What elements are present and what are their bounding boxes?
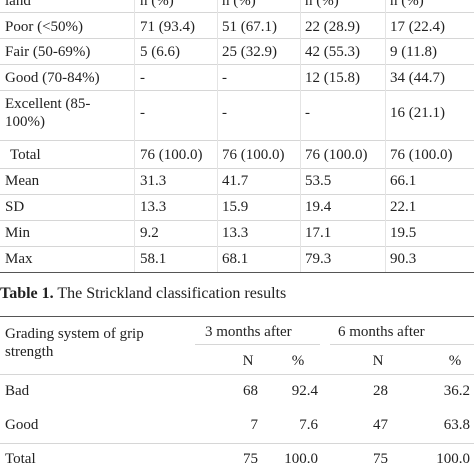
caption-label: Table 1. xyxy=(0,285,54,302)
cell: - xyxy=(140,105,145,121)
row-label: Max xyxy=(5,251,33,267)
cell: 100.0 xyxy=(284,451,318,467)
cell: 7 xyxy=(250,417,259,433)
cell: 79.3 xyxy=(305,251,332,267)
cell: 17 (22.4) xyxy=(390,19,445,35)
header-cell: n (%) xyxy=(222,0,256,9)
cell: 36.2 xyxy=(443,383,470,399)
subheader: N xyxy=(242,353,254,369)
cell: 13.3 xyxy=(140,199,167,215)
row-label: Good (70-84%) xyxy=(5,70,100,86)
row-label: Good xyxy=(5,417,39,433)
cell: 19.4 xyxy=(305,199,332,215)
row-line xyxy=(0,38,474,39)
row-line xyxy=(0,220,474,221)
cell: 76 (100.0) xyxy=(305,147,368,163)
row-label: Excellent (85-100%) xyxy=(5,96,91,130)
cell: 68 xyxy=(243,383,258,399)
cell: 28 xyxy=(373,383,388,399)
cell: 71 (93.4) xyxy=(140,19,195,35)
cell: 53.5 xyxy=(305,173,332,189)
header-cell: n (%) xyxy=(305,0,339,9)
cell: 66.1 xyxy=(390,173,417,189)
row-label: Bad xyxy=(5,383,30,399)
header-group: 3 months after xyxy=(205,324,292,340)
cell: 42 (55.3) xyxy=(305,44,360,60)
cell: 90.3 xyxy=(390,251,417,267)
subheader: N xyxy=(372,353,384,369)
row-label: Total xyxy=(10,147,41,163)
cell: 34 (44.7) xyxy=(390,70,445,86)
caption-text: The Strickland classification results xyxy=(57,285,287,302)
subheader: % xyxy=(291,353,305,369)
cell: 58.1 xyxy=(140,251,167,267)
header-group: 6 months after xyxy=(338,324,425,340)
col-line xyxy=(217,0,218,272)
col-line xyxy=(134,0,135,272)
cell: 16 (21.1) xyxy=(390,105,445,121)
cell: 47 xyxy=(373,417,388,433)
cell: 15.9 xyxy=(222,199,249,215)
group-line xyxy=(330,344,474,345)
header-line xyxy=(0,374,474,375)
cell: 17.1 xyxy=(305,225,332,241)
caption: Table 1. The Strickland classification r… xyxy=(0,285,286,303)
cell: 51 (67.1) xyxy=(222,19,277,35)
cell: 63.8 xyxy=(443,417,470,433)
cell: 19.5 xyxy=(390,225,417,241)
cell: - xyxy=(305,105,310,121)
header-cell: land xyxy=(5,0,31,9)
cell: - xyxy=(140,70,145,86)
cell: 75 xyxy=(373,451,388,467)
header-cell: n (%) xyxy=(390,0,424,9)
cell: 9.2 xyxy=(140,225,159,241)
row-line xyxy=(0,12,474,13)
row-line xyxy=(0,443,474,444)
cell: 41.7 xyxy=(222,173,249,189)
cell: 31.3 xyxy=(140,173,167,189)
row-line xyxy=(0,246,474,247)
row-label: Poor (<50%) xyxy=(5,19,84,35)
cell: - xyxy=(222,70,227,86)
col-line xyxy=(300,0,301,272)
cell: - xyxy=(222,105,227,121)
header-cell: n (%) xyxy=(140,0,174,9)
cell: 75 xyxy=(243,451,258,467)
cell: 22 (28.9) xyxy=(305,19,360,35)
table-bottom xyxy=(0,272,474,273)
cell: 13.3 xyxy=(222,225,249,241)
row-label: Min xyxy=(5,225,31,241)
table-top xyxy=(0,316,474,317)
cell: 76 (100.0) xyxy=(140,147,203,163)
subheader: % xyxy=(448,353,462,369)
cell: 100.0 xyxy=(436,451,470,467)
row-label: Mean xyxy=(5,173,40,189)
cell: 12 (15.8) xyxy=(305,70,360,86)
cell: 25 (32.9) xyxy=(222,44,277,60)
row-label: Fair (50-69%) xyxy=(5,44,91,60)
cell: 9 (11.8) xyxy=(390,44,437,60)
group-line xyxy=(195,344,320,345)
header-title: Grading system of grip strength xyxy=(5,326,144,360)
row-label: Total xyxy=(5,451,36,467)
row-line xyxy=(0,64,474,65)
row-line xyxy=(0,90,474,91)
row-line xyxy=(0,194,474,195)
row-line xyxy=(0,168,474,169)
cell: 92.4 xyxy=(291,383,318,399)
cell: 22.1 xyxy=(390,199,417,215)
col-line xyxy=(385,0,386,272)
cell: 76 (100.0) xyxy=(222,147,285,163)
row-label: SD xyxy=(5,199,25,215)
cell: 68.1 xyxy=(222,251,249,267)
cell: 5 (6.6) xyxy=(140,44,180,60)
cell: 7.6 xyxy=(299,417,318,433)
row-line xyxy=(0,140,474,141)
cell: 76 (100.0) xyxy=(390,147,453,163)
